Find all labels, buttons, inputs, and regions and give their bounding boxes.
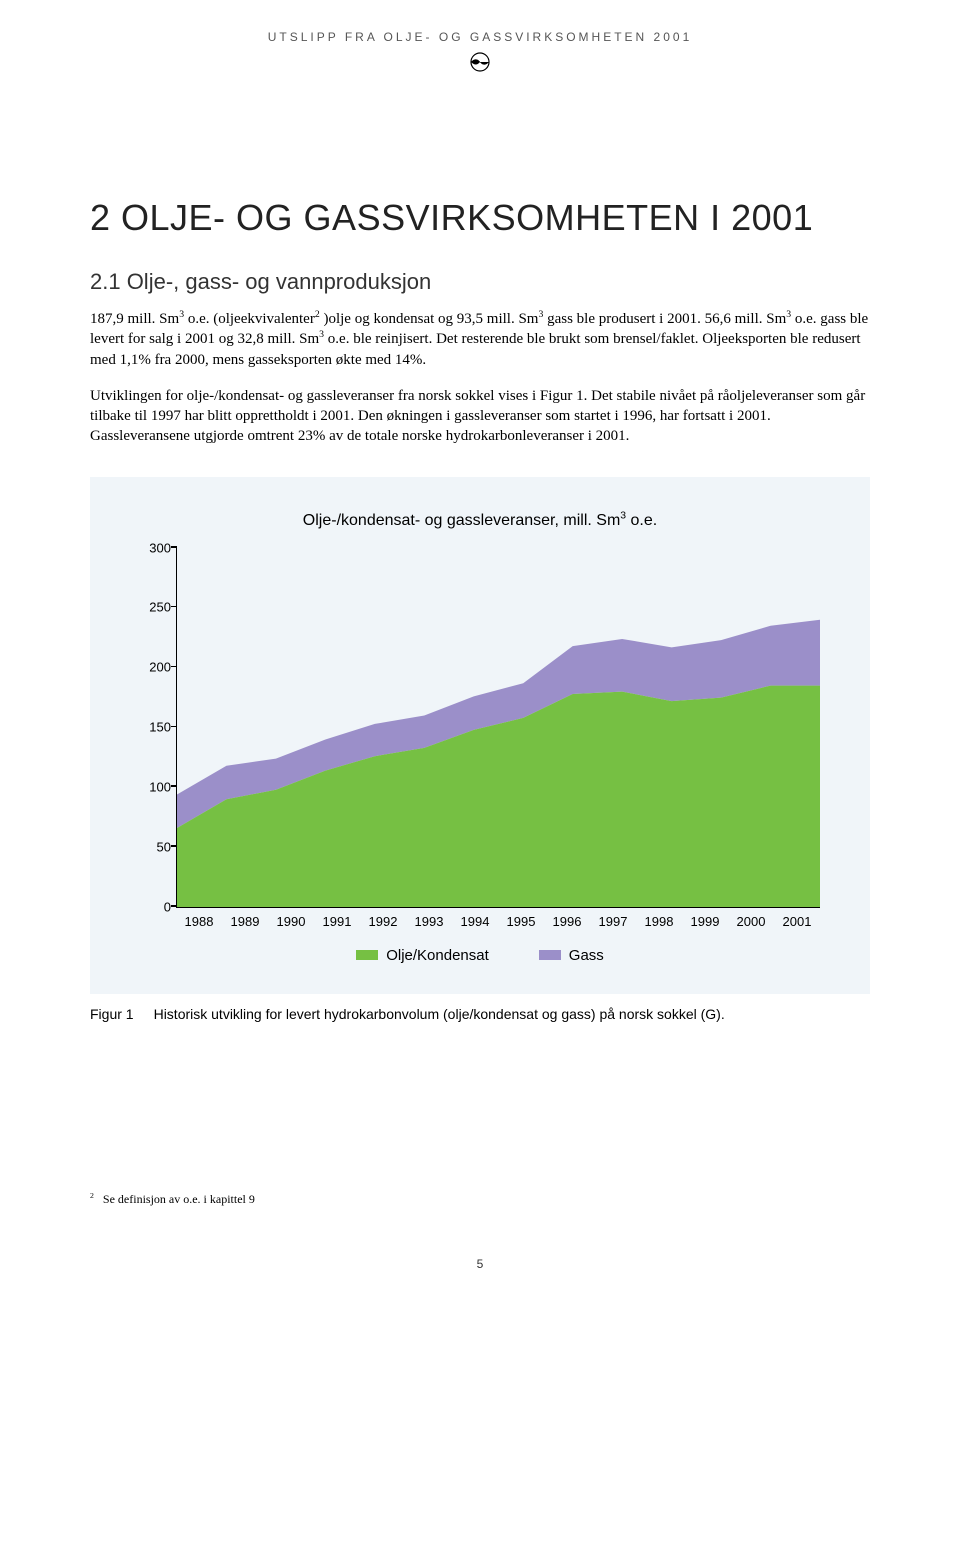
footnote: 2 Se definisjon av o.e. i kapittel 9 [90,1192,870,1207]
chart-svg [177,548,820,907]
chart-y-tick: 250 [141,600,171,615]
chart-x-tick: 1999 [682,914,728,929]
chart-y-tick-mark [171,726,177,728]
chart-x-tick: 1995 [498,914,544,929]
chart-y-tick-mark [171,845,177,847]
figure-caption-text: Historisk utvikling for levert hydrokarb… [154,1006,725,1022]
chart-x-tick: 1990 [268,914,314,929]
chart-y-tick-mark [171,606,177,608]
chart-y-tick-mark [171,666,177,668]
chart-x-tick: 1991 [314,914,360,929]
chart-x-tick: 1997 [590,914,636,929]
legend-label: Gass [569,947,604,964]
chart-title: Olje-/kondensat- og gassleveranser, mill… [140,512,820,530]
chart-title-text-b: o.e. [626,512,657,529]
chart-y-tick: 0 [141,899,171,914]
chart-y-tick: 200 [141,660,171,675]
text: )olje og kondensat og 93,5 mill. Sm [320,311,539,327]
chart-y-tick: 50 [141,839,171,854]
chart-y-tick: 100 [141,779,171,794]
legend-label: Olje/Kondensat [386,947,489,964]
chart-x-tick: 1993 [406,914,452,929]
paragraph-2: Utviklingen for olje-/kondensat- og gass… [90,386,870,447]
chart-x-tick: 1994 [452,914,498,929]
chart-x-tick: 1992 [360,914,406,929]
legend-swatch [356,950,378,960]
chart-y-tick-mark [171,785,177,787]
chart-x-tick: 2001 [774,914,820,929]
paragraph-1: 187,9 mill. Sm3 o.e. (oljeekvivalenter2 … [90,309,870,370]
chart-x-tick: 2000 [728,914,774,929]
legend-item-gass: Gass [539,947,604,964]
legend-swatch [539,950,561,960]
chart-x-tick: 1998 [636,914,682,929]
chart-plot-area: 050100150200250300 [176,548,820,908]
chart-y-tick-mark [171,905,177,907]
chart-y-tick: 300 [141,540,171,555]
legend-item-olje: Olje/Kondensat [356,947,489,964]
header-globe-icon [90,52,870,77]
running-header: UTSLIPP FRA OLJE- OG GASSVIRKSOMHETEN 20… [90,30,870,44]
subsection-title: 2.1 Olje-, gass- og vannproduksjon [90,269,870,295]
figure-caption: Figur 1 Historisk utvikling for levert h… [90,1006,870,1022]
chart-y-tick: 150 [141,720,171,735]
page-number: 5 [90,1257,870,1271]
chart-title-text: Olje-/kondensat- og gassleveranser, mill… [303,512,620,529]
footnote-marker: 2 [90,1191,94,1200]
footnote-text: Se definisjon av o.e. i kapittel 9 [103,1192,255,1206]
chart-x-tick: 1988 [176,914,222,929]
text: gass ble produsert i 2001. 56,6 mill. Sm [543,311,786,327]
chart-x-axis: 1988198919901991199219931994199519961997… [176,914,820,929]
chart-legend: Olje/Kondensat Gass [140,947,820,964]
chart-x-tick: 1989 [222,914,268,929]
chart-plot-wrap: 050100150200250300 198819891990199119921… [140,548,820,929]
text: 187,9 mill. Sm [90,311,179,327]
chart-y-tick-mark [171,546,177,548]
chart-container: Olje-/kondensat- og gassleveranser, mill… [90,477,870,994]
chart-x-tick: 1996 [544,914,590,929]
section-title: 2 OLJE- OG GASSVIRKSOMHETEN I 2001 [90,197,870,239]
text: o.e. (oljeekvivalenter [184,311,315,327]
figure-label: Figur 1 [90,1006,134,1022]
